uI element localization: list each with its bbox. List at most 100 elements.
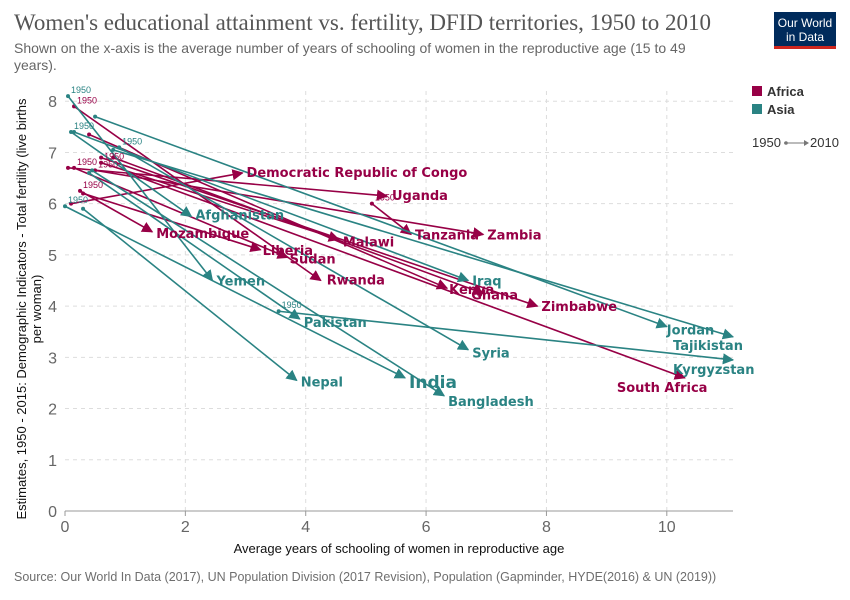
series-line-tanzania[interactable] [371,203,412,236]
series-label-zambia: Zambia [487,228,541,243]
legend-label-asia[interactable]: Asia [767,102,795,117]
legend-start-label: 1950 [752,135,781,150]
start-year-label: 1950 [282,300,302,310]
start-year-label: 1950 [68,195,88,205]
start-point-tajikistan[interactable] [111,147,116,152]
series-label-rwanda: Rwanda [327,274,385,289]
series-line-yemen[interactable] [67,95,214,282]
start-point-ghana[interactable] [111,155,116,160]
start-year-label: 1950 [104,152,124,162]
start-point-iraq[interactable] [72,129,77,134]
start-year-label: 1950 [74,121,94,131]
x-axis-title: Average years of schooling of women in r… [234,541,565,556]
start-point-yemen[interactable] [66,94,71,99]
series-line-jordan[interactable] [94,115,668,329]
start-point-sudan[interactable] [72,165,77,170]
y-tick-label: 5 [48,248,57,265]
start-year-label: 1950 [122,136,142,146]
logo-line-2: in Data [785,30,825,44]
x-tick-label: 10 [658,519,676,536]
series-label-tajikistan: Tajikistan [673,339,743,354]
start-point-afghanistan[interactable] [69,129,74,134]
start-point-malawi[interactable] [99,160,104,165]
y-tick-label: 6 [48,197,57,214]
y-tick-label: 0 [48,504,57,521]
start-year-label: 1950 [83,180,103,190]
series-label-syria: Syria [472,347,509,362]
y-tick-label: 7 [48,145,57,162]
x-tick-label: 6 [422,519,431,536]
series-label-jordan: Jordan [666,324,715,339]
legend-arrow-head [804,140,809,146]
start-point-tanzania[interactable] [369,201,374,206]
start-point-pakistan[interactable] [87,170,92,175]
series-label-india: India [409,373,457,393]
start-year-label: 1950 [77,95,97,105]
series-line-india[interactable] [64,205,407,379]
series-label-iraq: Iraq [472,275,501,290]
y-axis-title: Estimates, 1950 - 2015: Demographic Indi… [14,98,44,519]
chart-title: Women's educational attainment vs. ferti… [14,10,712,35]
series-label-kyrgyzstan: Kyrgyzstan [673,363,754,378]
series-line-nepal[interactable] [82,208,298,382]
series-line-kyrgyzstan[interactable] [278,310,735,365]
x-tick-label: 0 [61,519,70,536]
series-label-malawi: Malawi [343,236,394,251]
series-label-sudan: Sudan [290,252,336,267]
start-point-nepal[interactable] [81,206,86,211]
y-tick-label: 4 [48,299,57,316]
start-point-mozambique[interactable] [78,188,83,193]
owid-logo[interactable]: Our World in Data [774,12,836,49]
start-year-label: 1950 [98,159,118,169]
series-label-uganda: Uganda [392,189,448,204]
y-tick-label: 1 [48,453,57,470]
x-tick-label: 2 [181,519,190,536]
logo-line-1: Our World [777,16,833,30]
start-point-india[interactable] [63,204,67,209]
series-line-mozambique[interactable] [79,190,154,233]
series-line-uganda[interactable] [67,167,389,201]
start-point-jordan[interactable] [93,114,98,119]
start-point-zimbabwe[interactable] [99,155,104,160]
series-labels: Democratic Republic of CongoUganda1950Za… [68,85,754,410]
series-label-zimbabwe: Zimbabwe [541,300,617,315]
series-label-democratic-republic-of-congo: Democratic Republic of Congo [247,166,468,181]
series-label-pakistan: Pakistan [304,316,367,331]
x-tick-label: 4 [301,519,310,536]
start-point-uganda[interactable] [66,165,71,170]
series-line-pakistan[interactable] [88,172,301,320]
series-line-tajikistan[interactable] [112,149,735,340]
start-point-syria[interactable] [117,145,122,150]
start-point-liberia[interactable] [81,191,86,196]
series-label-afghanistan: Afghanistan [195,208,284,223]
series-label-kenya: Kenya [449,283,494,298]
series-line-malawi[interactable] [100,161,340,242]
legend-swatch-asia[interactable] [752,104,762,114]
series-label-bangladesh: Bangladesh [448,395,534,410]
source-note: Source: Our World In Data (2017), UN Pop… [14,570,717,584]
start-point-democratic-republic-of-congo[interactable] [69,201,74,206]
chart-subtitle: Shown on the x-axis is the average numbe… [14,40,686,73]
start-point-kenya[interactable] [87,132,92,137]
start-year-label: 1950 [375,193,395,203]
start-point-kyrgyzstan[interactable] [276,309,281,314]
series-label-mozambique: Mozambique [156,227,249,242]
y-tick-label: 2 [48,402,57,419]
x-tick-label: 8 [542,519,551,536]
axes: 0 1 2 3 4 5 6 7 8 0 2 4 6 8 10 Average years of schooli… [14,94,733,556]
series-label-tanzania: Tanzania [415,228,479,243]
legend-label-africa[interactable]: Africa [767,84,805,99]
start-year-label: 1950 [77,157,97,167]
series-line-syria[interactable] [118,146,470,351]
y-tick-label: 8 [48,94,57,111]
series-label-south-africa: South Africa [617,381,708,396]
start-year-label: 1950 [71,85,91,95]
legend-swatch-africa[interactable] [752,86,762,96]
series-line-bangladesh[interactable] [91,169,446,397]
start-point-bangladesh[interactable] [90,168,95,173]
series-label-nepal: Nepal [301,375,343,390]
series-label-liberia: Liberia [263,244,314,259]
series-line-afghanistan[interactable] [70,131,193,218]
series-line-iraq[interactable] [73,131,470,283]
